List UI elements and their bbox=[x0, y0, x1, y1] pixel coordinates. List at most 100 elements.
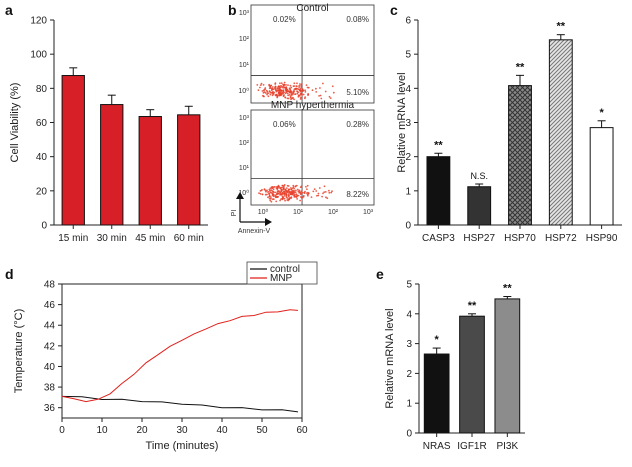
event-dot bbox=[266, 93, 268, 96]
bar-pi3k bbox=[494, 298, 521, 434]
event-dot bbox=[303, 192, 306, 195]
x-axis-label: Time (minutes) bbox=[146, 440, 219, 452]
event-dot bbox=[272, 88, 275, 90]
event-dot bbox=[296, 198, 298, 200]
event-dot bbox=[270, 89, 273, 92]
event-dot bbox=[271, 187, 273, 190]
significance-marker: ** bbox=[434, 139, 443, 151]
event-dot bbox=[290, 90, 293, 93]
event-dot bbox=[324, 191, 327, 193]
event-dot bbox=[296, 194, 298, 197]
event-dot bbox=[301, 191, 304, 194]
y-axis-label: PI bbox=[231, 210, 238, 217]
significance-marker: ** bbox=[503, 283, 512, 295]
event-dot bbox=[300, 190, 303, 193]
event-dot bbox=[287, 84, 289, 86]
y-tick-label: 10³ bbox=[239, 115, 250, 122]
event-dot bbox=[320, 97, 323, 100]
event-dot bbox=[282, 187, 285, 190]
event-dot bbox=[300, 86, 303, 89]
event-dot bbox=[257, 89, 260, 92]
event-dot bbox=[277, 88, 279, 90]
panel-c-bar-chart: 0 1 2 3 4 5 6 CASP3 ** HSP27 N.S. HSP70 ** HSP72 ** HSP… bbox=[396, 16, 622, 244]
y-tick-label: 4 bbox=[405, 84, 411, 95]
event-dot bbox=[281, 197, 284, 200]
event-dot bbox=[307, 94, 310, 96]
event-dot bbox=[258, 192, 260, 195]
event-dot bbox=[332, 91, 335, 94]
event-dot bbox=[296, 92, 299, 95]
event-dot bbox=[279, 199, 281, 202]
event-dot bbox=[321, 195, 323, 198]
event-dot bbox=[302, 93, 305, 96]
event-dot bbox=[274, 87, 276, 89]
event-dot bbox=[283, 81, 286, 84]
y-tick-label: 36 bbox=[44, 403, 56, 414]
event-dot bbox=[272, 191, 275, 194]
x-tick-label: 10⁰ bbox=[258, 208, 269, 216]
event-dot bbox=[268, 197, 271, 200]
x-tick-label: 20 bbox=[136, 425, 148, 436]
event-dot bbox=[269, 86, 272, 89]
significance-marker: ** bbox=[468, 300, 477, 312]
panel-label-b: b bbox=[228, 2, 237, 18]
y-tick-label: 4 bbox=[406, 309, 412, 320]
y-tick-label: 60 bbox=[36, 118, 48, 129]
series-line-control bbox=[61, 395, 299, 413]
event-dot bbox=[300, 85, 302, 87]
event-dot bbox=[266, 90, 269, 93]
event-dot bbox=[291, 193, 293, 196]
event-dot bbox=[276, 188, 279, 191]
event-dot bbox=[271, 194, 274, 197]
event-dot bbox=[322, 82, 324, 85]
y-tick-label: 10¹ bbox=[239, 62, 250, 69]
event-dot bbox=[284, 191, 286, 194]
y-tick-label: 3 bbox=[406, 339, 412, 350]
x-tick-label: CASP3 bbox=[422, 233, 455, 244]
event-dot bbox=[307, 193, 310, 195]
y-tick-label: 6 bbox=[405, 16, 411, 27]
event-dot bbox=[299, 192, 302, 195]
event-dot bbox=[323, 185, 326, 188]
event-dot bbox=[268, 195, 271, 198]
event-dot bbox=[286, 97, 289, 100]
event-dot bbox=[287, 189, 290, 192]
event-dot bbox=[288, 194, 290, 197]
x-tick-label: 60 bbox=[296, 425, 308, 436]
event-dot bbox=[318, 187, 321, 189]
event-dot bbox=[316, 194, 318, 197]
y-tick-label: 3 bbox=[405, 118, 411, 129]
x-tick-label: 10¹ bbox=[293, 209, 304, 216]
y-tick-label: 10² bbox=[239, 36, 250, 43]
x-tick-label: HSP70 bbox=[504, 233, 536, 244]
event-dot bbox=[317, 192, 320, 195]
y-tick-label: 80 bbox=[36, 84, 48, 95]
event-dot bbox=[331, 85, 334, 88]
significance-marker: * bbox=[435, 334, 440, 346]
event-dot bbox=[305, 192, 308, 195]
event-dot bbox=[280, 94, 282, 97]
y-tick-label: 10⁰ bbox=[238, 87, 249, 95]
event-dot bbox=[296, 82, 298, 85]
event-dot bbox=[268, 90, 271, 93]
event-dot bbox=[301, 196, 304, 199]
bar-60-min bbox=[177, 114, 201, 226]
event-dot bbox=[280, 186, 283, 189]
event-dot bbox=[274, 83, 277, 85]
x-tick-label: 60 min bbox=[174, 233, 204, 244]
event-dot bbox=[326, 197, 329, 200]
event-dot bbox=[299, 94, 301, 97]
event-dot bbox=[290, 192, 293, 195]
event-dot bbox=[264, 88, 266, 90]
event-dot bbox=[276, 192, 278, 194]
event-dot bbox=[319, 94, 322, 97]
event-dot bbox=[299, 98, 302, 100]
y-axis-label: Relative mRNA level bbox=[396, 72, 408, 172]
event-dot bbox=[269, 187, 272, 190]
dot-plot-frame bbox=[250, 109, 375, 206]
event-dot bbox=[261, 90, 264, 92]
event-dot bbox=[259, 193, 262, 195]
event-dot bbox=[262, 84, 265, 86]
event-dot bbox=[294, 185, 297, 188]
event-dot bbox=[289, 84, 292, 87]
